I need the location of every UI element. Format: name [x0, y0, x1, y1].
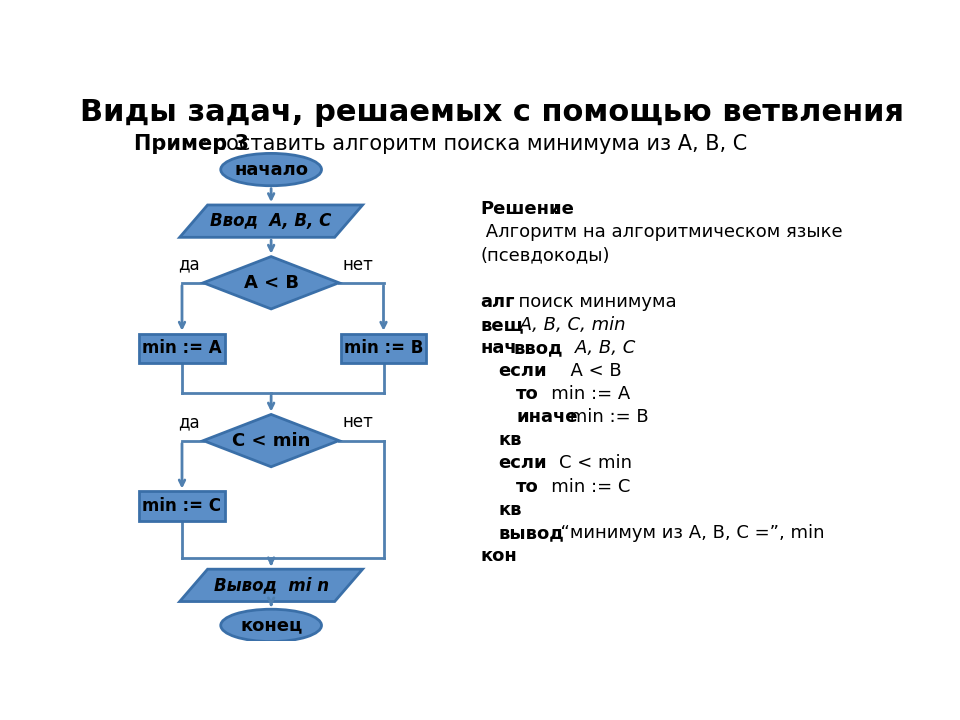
Text: то: то	[516, 385, 539, 403]
Text: :: :	[553, 200, 561, 218]
Text: поиск минимума: поиск минимума	[507, 293, 677, 311]
Text: кв: кв	[498, 500, 521, 518]
Text: да: да	[178, 256, 200, 274]
Ellipse shape	[221, 609, 322, 642]
Text: min := B: min := B	[344, 339, 423, 357]
Text: min := A: min := A	[142, 339, 222, 357]
Text: если: если	[498, 454, 547, 472]
Text: ввод: ввод	[514, 339, 563, 357]
Text: кв: кв	[498, 431, 521, 449]
Text: если: если	[498, 362, 547, 380]
FancyBboxPatch shape	[139, 492, 225, 521]
Text: А, В, С, min: А, В, С, min	[515, 316, 626, 334]
Text: А < В: А < В	[244, 274, 299, 292]
Text: нет: нет	[343, 413, 373, 431]
Text: min := C: min := C	[534, 477, 630, 495]
Text: Алгоритм на алгоритмическом языке: Алгоритм на алгоритмическом языке	[480, 223, 843, 241]
FancyBboxPatch shape	[341, 333, 426, 363]
Text: min := C: min := C	[142, 497, 222, 515]
FancyBboxPatch shape	[139, 333, 225, 363]
Text: min := A: min := A	[534, 385, 630, 403]
Text: да: да	[178, 413, 200, 431]
Text: C < min: C < min	[536, 454, 632, 472]
Text: (псевдокоды): (псевдокоды)	[480, 246, 610, 264]
Ellipse shape	[221, 153, 322, 186]
Text: min := B: min := B	[564, 408, 648, 426]
Text: Ввод  А, В, С: Ввод А, В, С	[210, 212, 332, 230]
Text: А, В, С: А, В, С	[552, 339, 635, 357]
Text: : составить алгоритм поиска минимума из А, В, С: : составить алгоритм поиска минимума из …	[202, 134, 748, 154]
Text: А < В: А < В	[536, 362, 621, 380]
Polygon shape	[204, 415, 339, 467]
Text: кон: кон	[480, 547, 517, 565]
Text: то: то	[516, 477, 539, 495]
Text: нет: нет	[343, 256, 373, 274]
Text: Решение: Решение	[480, 200, 574, 218]
Polygon shape	[180, 205, 363, 238]
Text: Вывод  mi n: Вывод mi n	[213, 576, 328, 594]
Text: нач: нач	[480, 339, 517, 357]
Text: конец: конец	[240, 616, 302, 634]
Text: Виды задач, решаемых с помощью ветвления: Виды задач, решаемых с помощью ветвления	[80, 98, 904, 127]
Polygon shape	[204, 256, 339, 309]
Polygon shape	[180, 570, 363, 601]
Text: “минимум из А, В, С =”, min: “минимум из А, В, С =”, min	[549, 523, 825, 541]
Text: вывод: вывод	[498, 523, 564, 541]
Text: C < min: C < min	[232, 431, 310, 449]
Text: иначе: иначе	[516, 408, 578, 426]
Text: алг: алг	[480, 293, 515, 311]
Text: Пример 3: Пример 3	[134, 134, 249, 154]
Text: начало: начало	[234, 161, 308, 179]
Text: вещ: вещ	[480, 316, 524, 334]
